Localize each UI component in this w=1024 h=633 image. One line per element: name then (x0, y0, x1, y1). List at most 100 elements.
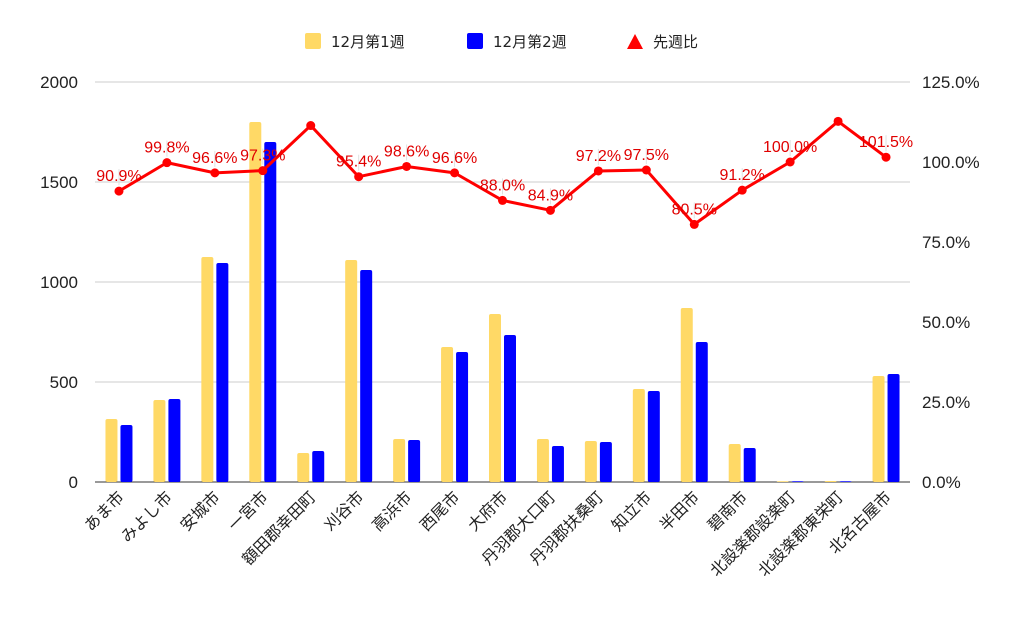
legend-swatch (627, 34, 643, 49)
legend-label: 先週比 (653, 33, 698, 51)
ratio-point (785, 157, 795, 167)
ratio-point (354, 172, 364, 182)
bar (345, 260, 358, 482)
left-axis-ticks: 0 500 1000 1500 2000 (40, 73, 78, 492)
ratio-label: 101.5% (859, 134, 913, 151)
ratio-point (402, 161, 412, 171)
left-tick-label: 1000 (40, 273, 78, 292)
ratio-label: 90.9% (96, 168, 141, 185)
bar (216, 263, 229, 482)
bar (504, 335, 516, 482)
legend-label: 12月第1週 (331, 33, 405, 51)
left-tick-label: 0 (69, 473, 78, 492)
legend: 12月第1週 12月第2週 先週比 (305, 33, 698, 51)
bar (887, 374, 900, 482)
ratio-label: 80.5% (672, 201, 717, 218)
ratio-label: 97.5% (624, 147, 669, 164)
bar (791, 481, 804, 482)
bar (201, 257, 214, 482)
bar (551, 446, 564, 482)
ratio-label: 84.9% (528, 187, 573, 204)
bar (408, 440, 421, 482)
bar (168, 399, 181, 482)
ratio-point (545, 205, 555, 215)
bar (105, 419, 118, 482)
ratio-point (593, 166, 603, 176)
ratio-point (210, 168, 220, 178)
ratio-label: 98.6% (384, 143, 429, 160)
legend-swatch (467, 33, 483, 49)
x-tick-label: みよし市 (117, 487, 176, 546)
ratio-point (833, 116, 843, 126)
bar (120, 425, 133, 482)
bar (632, 389, 645, 482)
data-labels: 90.9%99.8%96.6% 97.3% 95.4%98.6% 96.6%88.0%… (96, 134, 913, 219)
right-tick-label: 50.0% (922, 313, 970, 332)
ratio-point (737, 185, 747, 195)
ratio-label: 91.2% (720, 167, 765, 184)
ratio-point (450, 168, 460, 178)
bar (647, 391, 660, 482)
ratio-label: 96.6% (192, 150, 237, 167)
bars (105, 122, 900, 482)
left-tick-label: 500 (50, 373, 78, 392)
bar (584, 441, 597, 482)
ratio-label: 95.4% (336, 154, 381, 171)
x-tick-label: 西尾市 (416, 487, 463, 534)
bar (264, 142, 277, 482)
bar (360, 270, 373, 482)
bar (297, 453, 310, 482)
right-tick-label: 100.0% (922, 153, 980, 172)
bar (728, 444, 741, 482)
ratio-line-path (118, 119, 887, 226)
ratio-line (114, 116, 891, 229)
ratio-point (258, 166, 268, 176)
bar (695, 342, 708, 482)
bar (680, 308, 693, 482)
ratio-label: 97.3% (240, 148, 285, 165)
x-tick-label: 刈谷市 (320, 487, 367, 534)
ratio-point (162, 158, 172, 168)
ratio-point (306, 121, 316, 131)
bar (743, 448, 756, 482)
x-tick-label: 北設楽郡東栄町 (754, 487, 847, 580)
ratio-label: 88.0% (480, 177, 525, 194)
right-tick-label: 125.0% (922, 73, 980, 92)
bar (839, 481, 852, 482)
right-tick-label: 25.0% (922, 393, 970, 412)
ratio-point (641, 165, 651, 175)
ratio-point (114, 186, 124, 196)
bar (824, 481, 837, 482)
ratio-point (498, 195, 507, 205)
bar (249, 122, 262, 482)
left-tick-label: 1500 (40, 173, 78, 192)
ratio-point (881, 152, 891, 162)
right-tick-label: 75.0% (922, 233, 970, 252)
ratio-label: 99.8% (144, 140, 189, 157)
bar (441, 347, 454, 482)
x-tick-label: 北設楽郡設楽町 (706, 487, 799, 580)
gridlines (95, 81, 910, 483)
left-tick-label: 2000 (40, 73, 78, 92)
bar (489, 314, 501, 482)
bar (536, 439, 549, 482)
bar (312, 451, 325, 482)
x-tick-label: 半田市 (656, 487, 703, 534)
ratio-point (689, 219, 699, 229)
bar (456, 352, 469, 482)
bar (599, 442, 612, 482)
right-axis-ticks: 0.0% 25.0% 50.0% 75.0% 100.0% 125.0% (922, 73, 980, 492)
bar (153, 400, 166, 482)
legend-label: 12月第2週 (493, 33, 567, 51)
x-tick-label: 安城市 (176, 487, 223, 534)
ratio-label: 100.0% (763, 139, 817, 156)
bar (872, 376, 885, 482)
right-tick-label: 0.0% (922, 473, 961, 492)
bar (393, 439, 406, 482)
x-tick-label: 高浜市 (368, 487, 415, 534)
ratio-label: 97.2% (576, 148, 621, 165)
x-tick-label: 知立市 (608, 487, 655, 534)
ratio-label: 96.6% (432, 150, 477, 167)
